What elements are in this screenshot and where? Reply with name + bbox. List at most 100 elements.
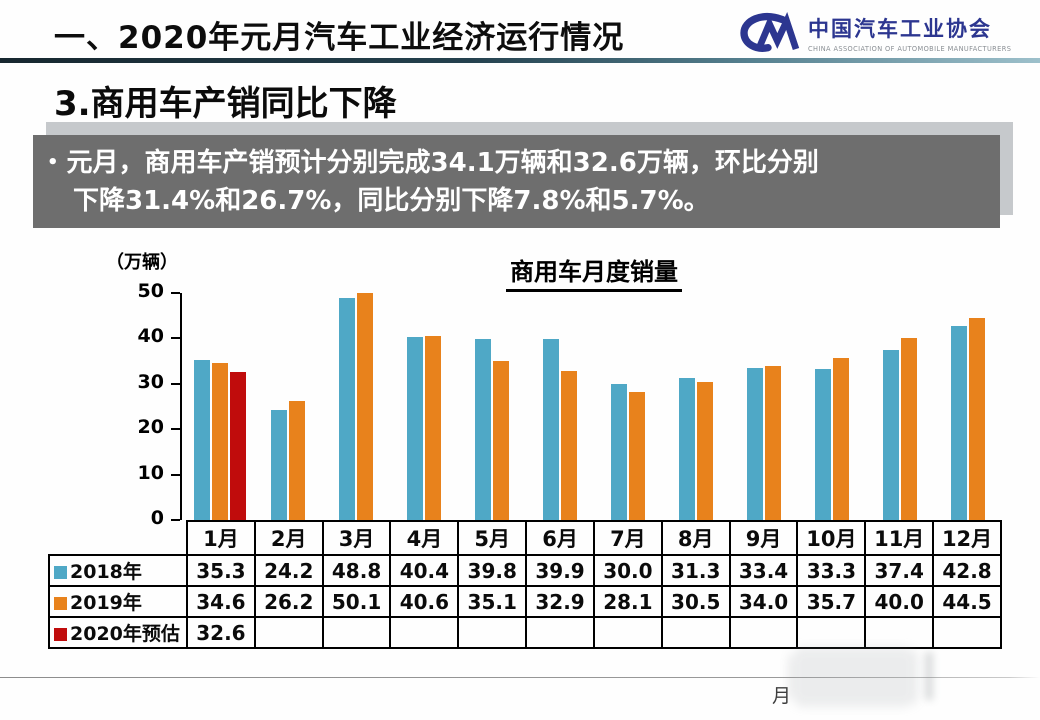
- y-axis-tick-label: 30: [137, 370, 164, 393]
- value-cell: 31.3: [660, 554, 731, 587]
- table-corner-cell: [49, 521, 187, 555]
- value-cell: 48.8: [321, 554, 392, 587]
- bar-2019年-6月: [561, 370, 577, 520]
- table-row-2019年: 2019年 34.6 26.2 50.1 40.6 35.1 32.9 28.1 30.5 34.…: [48, 585, 1002, 618]
- footer-partial-text: 月: [772, 685, 792, 707]
- y-axis-tick-label: 50: [137, 280, 164, 302]
- value-cell: 28.1: [592, 585, 663, 618]
- logo-text: 中国汽车工业协会 CHINA ASSOCIATION OF AUTOMOBILE…: [808, 13, 1011, 53]
- page-title: 一、2020年元月汽车工业经济运行情况: [54, 20, 625, 56]
- bar-2019年-4月: [425, 335, 441, 520]
- bar-2018年-10月: [815, 368, 831, 520]
- month-header-cell: 9月: [728, 520, 799, 556]
- bar-2018年-11月: [883, 350, 899, 520]
- month-header-cell: 10月: [796, 520, 867, 556]
- value-cell: 33.4: [728, 554, 799, 587]
- value-cell: 24.2: [253, 554, 324, 587]
- y-axis-tick-label: 40: [137, 325, 164, 348]
- legend-swatch-icon: [54, 597, 67, 610]
- logo-org-name-en: CHINA ASSOCIATION OF AUTOMOBILE MANUFACT…: [808, 45, 1012, 53]
- bar-2019年-1月: [212, 362, 228, 520]
- y-axis-tick: [171, 428, 180, 431]
- legend-label: 2018年: [70, 561, 142, 583]
- highlight-line-1: • 元月，商用车产销预计分别完成34.1万辆和32.6万辆，环比分别: [47, 144, 990, 182]
- value-cell: [864, 616, 935, 649]
- value-cell: 40.6: [389, 585, 460, 618]
- value-cell: 39.9: [525, 554, 595, 587]
- legend-label: 2020年预估: [70, 623, 180, 645]
- month-header-cell: 4月: [389, 520, 460, 556]
- bar-2018年-8月: [679, 377, 695, 520]
- value-cell: 30.5: [660, 585, 731, 618]
- bar-2019年-10月: [833, 357, 849, 520]
- y-axis-tick-label: 20: [137, 416, 164, 439]
- value-cell: 32.6: [186, 616, 256, 649]
- value-cell: [592, 616, 663, 649]
- table-row-2020年预估: 2020年预估 32.6: [48, 616, 1002, 649]
- bar-2018年-2月: [271, 410, 287, 520]
- bar-2018年-7月: [611, 383, 627, 520]
- bar-2018年-1月: [194, 359, 210, 520]
- month-header-cell: 3月: [321, 520, 392, 556]
- bar-2018年-3月: [339, 298, 355, 520]
- value-cell: [457, 616, 528, 649]
- month-header-cell: 1月: [186, 520, 256, 556]
- bar-2019年-2月: [289, 401, 305, 520]
- blurred-watermark: [790, 647, 918, 707]
- value-cell: 35.3: [186, 554, 256, 587]
- value-cell: [796, 616, 867, 649]
- month-header-cell: 11月: [864, 520, 935, 556]
- bar-2019年-9月: [765, 365, 781, 520]
- bullet-icon: •: [47, 152, 59, 173]
- y-axis-tick: [171, 382, 180, 385]
- value-cell: [932, 616, 1002, 649]
- bar-2019年-8月: [697, 381, 713, 520]
- bar-2018年-6月: [543, 338, 559, 520]
- legend-cell: 2020年预估: [48, 616, 188, 649]
- value-cell: [728, 616, 799, 649]
- y-axis-tick: [171, 519, 180, 521]
- month-header-cell: 6月: [525, 520, 595, 556]
- bar-2019年-7月: [629, 392, 645, 520]
- value-cell: 35.7: [796, 585, 867, 618]
- value-cell: [525, 616, 595, 649]
- y-axis-tick: [171, 292, 180, 294]
- month-header-cell: 8月: [660, 520, 731, 556]
- footer-divider: [0, 677, 1040, 678]
- bar-2019年-5月: [493, 360, 509, 520]
- value-cell: 34.6: [186, 585, 256, 618]
- y-axis-line: [180, 293, 182, 520]
- y-axis-tick-label: 10: [137, 461, 164, 484]
- month-header-cell: 7月: [592, 520, 663, 556]
- value-cell: 37.4: [864, 554, 935, 587]
- value-cell: 30.0: [592, 554, 663, 587]
- bar-2018年-9月: [747, 368, 763, 520]
- bar-2019年-3月: [357, 292, 373, 520]
- section-title: 3.商用车产销同比下降: [54, 84, 397, 124]
- y-axis-unit-label: （万辆）: [106, 252, 178, 273]
- monthly-sales-table: 1月 2月 3月 4月 5月 6月 7月 8月 9月 10月 11月 12月 2018年 35.3 24.2…: [48, 520, 1002, 649]
- caam-cm-monogram-icon: [740, 12, 800, 52]
- blurred-watermark-mark: [925, 652, 933, 700]
- bar-2018年-12月: [951, 325, 967, 520]
- value-cell: [253, 616, 324, 649]
- value-cell: 40.0: [864, 585, 935, 618]
- legend-label: 2019年: [70, 592, 142, 614]
- legend-swatch-icon: [54, 566, 67, 579]
- y-axis-tick-label: 0: [150, 507, 164, 529]
- legend-cell: 2018年: [48, 554, 188, 587]
- value-cell: [389, 616, 460, 649]
- logo-org-name-cn: 中国汽车工业协会: [808, 17, 992, 41]
- value-cell: 33.3: [796, 554, 867, 587]
- bar-2019年-11月: [901, 338, 917, 520]
- legend-swatch-icon: [54, 628, 67, 641]
- legend-cell: 2019年: [48, 585, 188, 618]
- value-cell: [660, 616, 731, 649]
- highlight-line-2: 下降31.4%和26.7%，同比分别下降7.8%和5.7%。: [73, 186, 710, 216]
- chart-title: 商用车月度销量: [506, 252, 682, 292]
- bar-2020年预估-1月: [230, 371, 246, 520]
- caam-logo: 中国汽车工业协会 CHINA ASSOCIATION OF AUTOMOBILE…: [736, 8, 1026, 58]
- value-cell: 32.9: [525, 585, 595, 618]
- value-cell: 42.8: [932, 554, 1002, 587]
- bar-2018年-5月: [475, 339, 491, 520]
